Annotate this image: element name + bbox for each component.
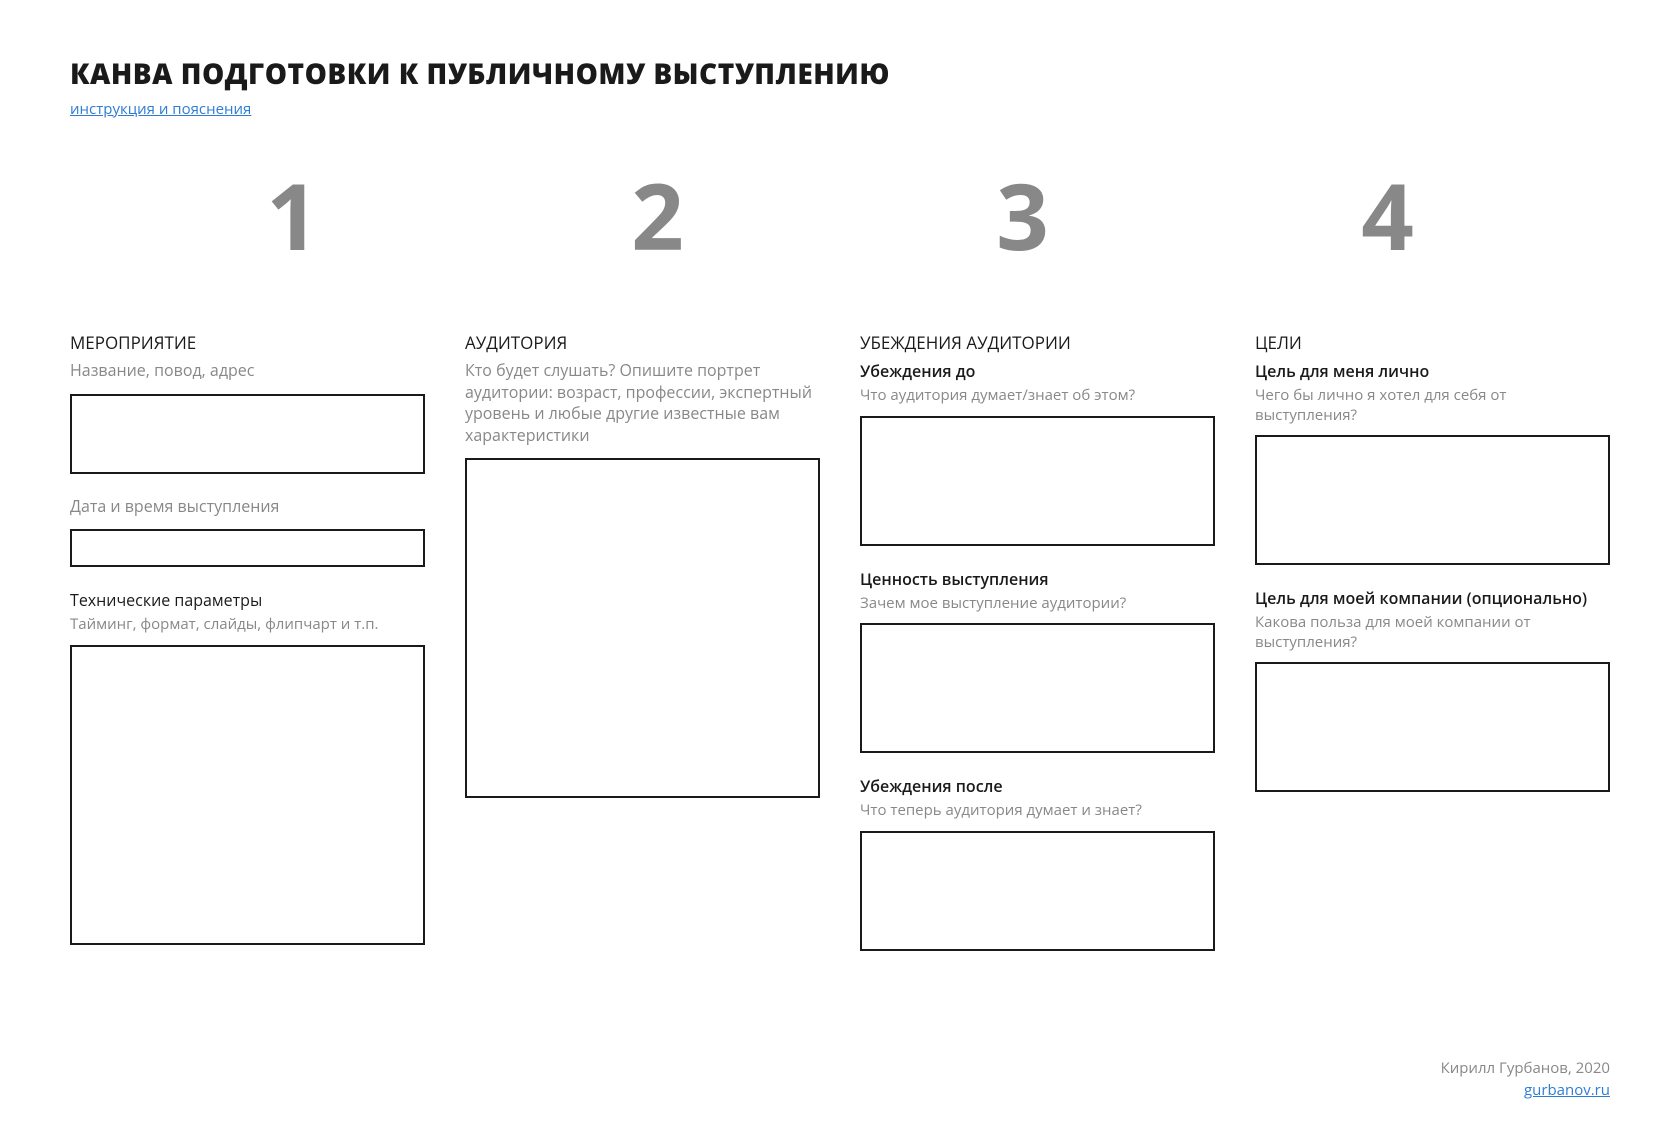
- footer: Кирилл Гурбанов, 2020 gurbanov.ru: [1441, 1058, 1610, 1100]
- column-number-2: 2: [475, 169, 840, 261]
- header: КАНВА ПОДГОТОВКИ К ПУБЛИЧНОМУ ВЫСТУПЛЕНИ…: [70, 55, 1610, 119]
- event-datetime-label: Дата и время выступления: [70, 496, 425, 518]
- goal-company-input[interactable]: [1255, 662, 1610, 792]
- goal-personal-title: Цель для меня лично: [1255, 360, 1610, 382]
- event-heading: МЕРОПРИЯТИЕ: [70, 331, 425, 354]
- audience-heading: АУДИТОРИЯ: [465, 331, 820, 354]
- column-beliefs: УБЕЖДЕНИЯ АУДИТОРИИ Убеждения до Что ауд…: [860, 331, 1215, 973]
- goal-personal-desc: Чего бы лично я хотел для себя от выступ…: [1255, 386, 1610, 425]
- canvas-columns: МЕРОПРИЯТИЕ Название, повод, адрес Дата …: [70, 331, 1610, 973]
- column-audience: АУДИТОРИЯ Кто будет слушать? Опишите пор…: [465, 331, 820, 973]
- footer-link[interactable]: gurbanov.ru: [1524, 1080, 1610, 1100]
- value-title: Ценность выступления: [860, 568, 1215, 590]
- column-number-4: 4: [1205, 169, 1570, 261]
- beliefs-before-input[interactable]: [860, 416, 1215, 546]
- column-event: МЕРОПРИЯТИЕ Название, повод, адрес Дата …: [70, 331, 425, 973]
- page-title: КАНВА ПОДГОТОВКИ К ПУБЛИЧНОМУ ВЫСТУПЛЕНИ…: [70, 55, 1610, 93]
- tech-params-input[interactable]: [70, 645, 425, 945]
- value-desc: Зачем мое выступление аудитории?: [860, 594, 1215, 614]
- beliefs-heading: УБЕЖДЕНИЯ АУДИТОРИИ: [860, 331, 1215, 354]
- audience-input[interactable]: [465, 458, 820, 798]
- goal-personal-input[interactable]: [1255, 435, 1610, 565]
- tech-params-title: Технические параметры: [70, 589, 425, 611]
- footer-author: Кирилл Гурбанов, 2020: [1441, 1058, 1610, 1078]
- audience-desc: Кто будет слушать? Опишите портрет аудит…: [465, 360, 820, 446]
- goal-company-title: Цель для моей компании (опционально): [1255, 587, 1610, 609]
- column-number-3: 3: [840, 169, 1205, 261]
- numbers-row: 1 2 3 4: [70, 169, 1610, 261]
- event-name-label: Название, повод, адрес: [70, 360, 425, 382]
- goals-heading: ЦЕЛИ: [1255, 331, 1610, 354]
- value-input[interactable]: [860, 623, 1215, 753]
- column-goals: ЦЕЛИ Цель для меня лично Чего бы лично я…: [1255, 331, 1610, 973]
- column-number-1: 1: [110, 169, 475, 261]
- event-datetime-input[interactable]: [70, 529, 425, 567]
- goal-company-desc: Какова польза для моей компании от высту…: [1255, 613, 1610, 652]
- beliefs-after-input[interactable]: [860, 831, 1215, 951]
- beliefs-before-title: Убеждения до: [860, 360, 1215, 382]
- event-name-input[interactable]: [70, 394, 425, 474]
- instructions-link[interactable]: инструкция и пояснения: [70, 99, 251, 119]
- beliefs-after-desc: Что теперь аудитория думает и знает?: [860, 801, 1215, 821]
- beliefs-after-title: Убеждения после: [860, 775, 1215, 797]
- tech-params-desc: Тайминг, формат, слайды, флипчарт и т.п.: [70, 615, 425, 635]
- beliefs-before-desc: Что аудитория думает/знает об этом?: [860, 386, 1215, 406]
